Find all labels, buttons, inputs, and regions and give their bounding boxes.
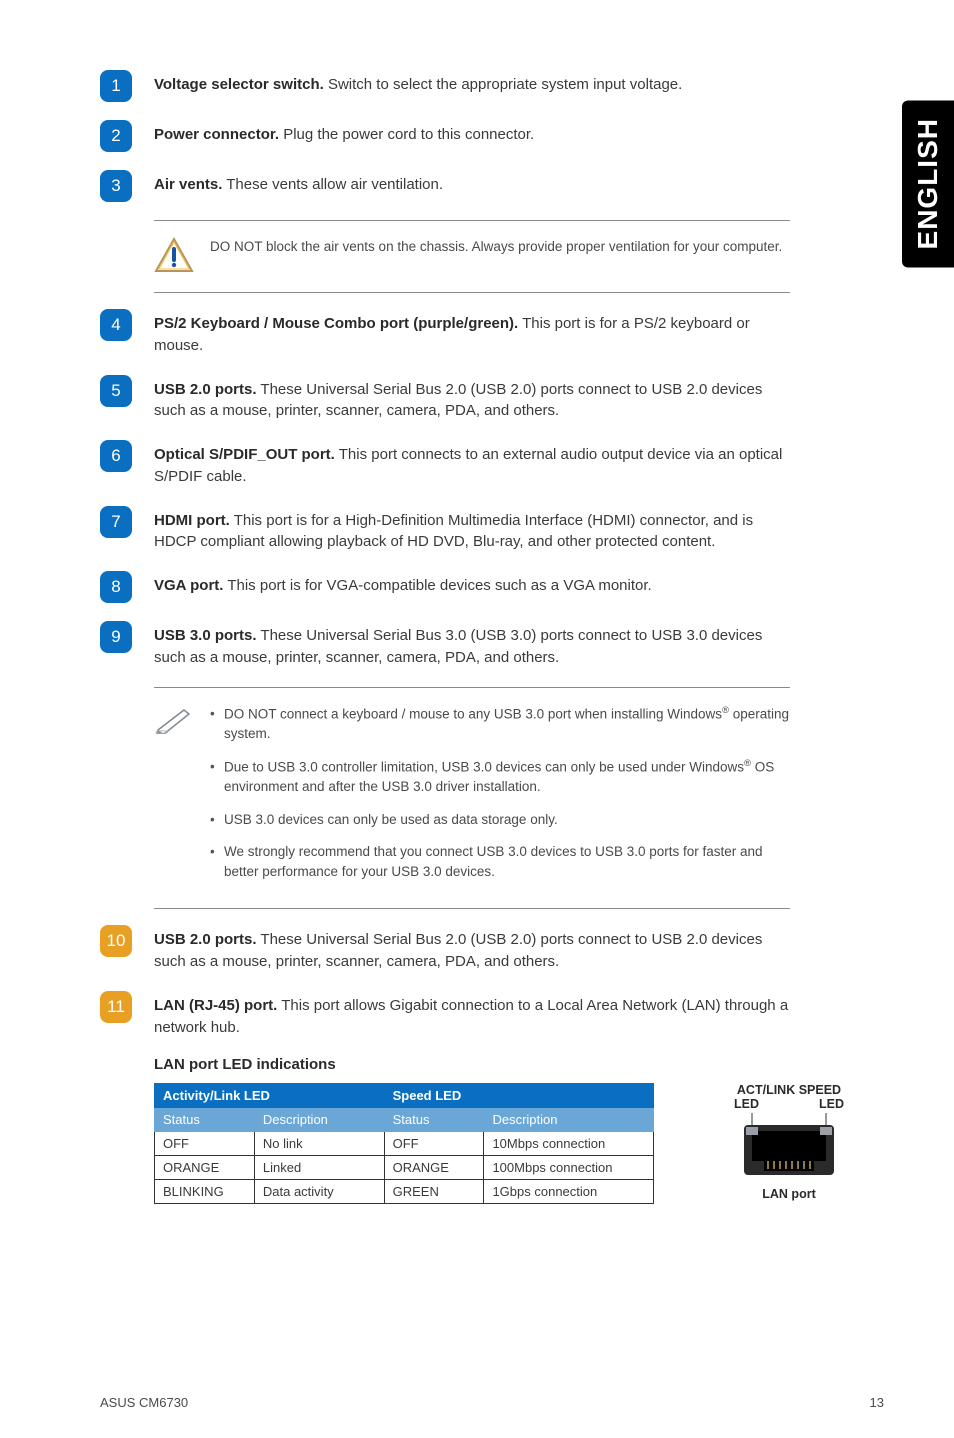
table-cell: BLINKING [155,1180,255,1204]
table-cell: GREEN [384,1180,484,1204]
pencil-icon [154,704,196,739]
table-cell: No link [254,1132,384,1156]
item-text: Power connector. Plug the power cord to … [154,120,534,146]
numbered-item: 10 USB 2.0 ports. These Universal Serial … [100,925,790,973]
item-badge: 9 [100,621,132,653]
table-cell: 1Gbps connection [484,1180,654,1204]
table-row: ORANGELinkedORANGE100Mbps connection [155,1156,654,1180]
footer-left: ASUS CM6730 [100,1395,188,1410]
table-cell: ORANGE [384,1156,484,1180]
item-badge: 8 [100,571,132,603]
table-cell: Data activity [254,1180,384,1204]
numbered-item: 4 PS/2 Keyboard / Mouse Combo port (purpl… [100,309,790,357]
table-subheader: Status [384,1108,484,1132]
item-badge: 6 [100,440,132,472]
table-cell: 100Mbps connection [484,1156,654,1180]
numbered-item: 9 USB 3.0 ports. These Universal Serial B… [100,621,790,669]
item-text: LAN (RJ-45) port. This port allows Gigab… [154,991,790,1039]
page-content: 1 Voltage selector switch. Switch to sele… [0,0,860,1204]
divider [154,220,790,221]
footer-right: 13 [870,1395,884,1410]
numbered-item: 3 Air vents. These vents allow air ventil… [100,170,790,202]
table-row: BLINKINGData activityGREEN1Gbps connecti… [155,1180,654,1204]
numbered-item: 11 LAN (RJ-45) port. This port allows Gig… [100,991,790,1039]
table-header: Activity/Link LED [155,1084,385,1108]
table-cell: OFF [384,1132,484,1156]
item-text: HDMI port. This port is for a High-Defin… [154,506,790,554]
pencil-note: DO NOT connect a keyboard / mouse to any… [154,687,790,910]
table-header: Speed LED [384,1084,653,1108]
item-text: USB 2.0 ports. These Universal Serial Bu… [154,925,790,973]
item-text: VGA port. This port is for VGA-compatibl… [154,571,652,597]
item-badge: 1 [100,70,132,102]
item-text: PS/2 Keyboard / Mouse Combo port (purple… [154,309,790,357]
note-bullet: We strongly recommend that you connect U… [210,842,790,883]
item-badge: 4 [100,309,132,341]
divider [154,292,790,293]
note-bullet: DO NOT connect a keyboard / mouse to any… [210,704,790,745]
table-row: OFFNo linkOFF10Mbps connection [155,1132,654,1156]
item-text: Optical S/PDIF_OUT port. This port conne… [154,440,790,488]
item-text: USB 2.0 ports. These Universal Serial Bu… [154,375,790,423]
item-badge: 3 [100,170,132,202]
note-bullet: Due to USB 3.0 controller limitation, US… [210,757,790,798]
note-bullet: USB 3.0 devices can only be used as data… [210,810,790,830]
numbered-item: 6 Optical S/PDIF_OUT port. This port conn… [100,440,790,488]
caution-icon [154,237,196,278]
table-cell: 10Mbps connection [484,1132,654,1156]
table-cell: ORANGE [155,1156,255,1180]
item-text: Voltage selector switch. Switch to selec… [154,70,682,96]
table-cell: Linked [254,1156,384,1180]
diagram-top-label: ACT/LINK SPEED [734,1083,844,1097]
item-text: Air vents. These vents allow air ventila… [154,170,443,196]
item-badge: 10 [100,925,132,957]
table-subheader: Description [254,1108,384,1132]
numbered-item: 1 Voltage selector switch. Switch to sele… [100,70,790,102]
table-subheader: Description [484,1108,654,1132]
led-heading: LAN port LED indications [154,1056,790,1073]
numbered-item: 8 VGA port. This port is for VGA-compatib… [100,571,790,603]
item-badge: 2 [100,120,132,152]
table-subheader: Status [155,1108,255,1132]
diagram-right-label: LED [819,1097,844,1111]
numbered-item: 7 HDMI port. This port is for a High-Defi… [100,506,790,554]
lan-port-diagram: ACT/LINK SPEED LED LED LA [734,1083,844,1201]
page-footer: ASUS CM6730 13 [100,1395,884,1410]
item-badge: 5 [100,375,132,407]
table-cell: OFF [155,1132,255,1156]
diagram-left-label: LED [734,1097,759,1111]
led-table: Activity/Link LEDSpeed LED StatusDescrip… [154,1083,654,1204]
caution-note: DO NOT block the air vents on the chassi… [154,220,790,293]
note-list: DO NOT connect a keyboard / mouse to any… [210,704,790,895]
divider [154,687,790,688]
item-badge: 7 [100,506,132,538]
divider [154,908,790,909]
language-tab: ENGLISH [902,100,954,267]
item-badge: 11 [100,991,132,1023]
caution-text: DO NOT block the air vents on the chassi… [210,237,782,257]
numbered-item: 5 USB 2.0 ports. These Universal Serial B… [100,375,790,423]
diagram-caption: LAN port [734,1187,844,1201]
item-text: USB 3.0 ports. These Universal Serial Bu… [154,621,790,669]
numbered-item: 2 Power connector. Plug the power cord to… [100,120,790,152]
